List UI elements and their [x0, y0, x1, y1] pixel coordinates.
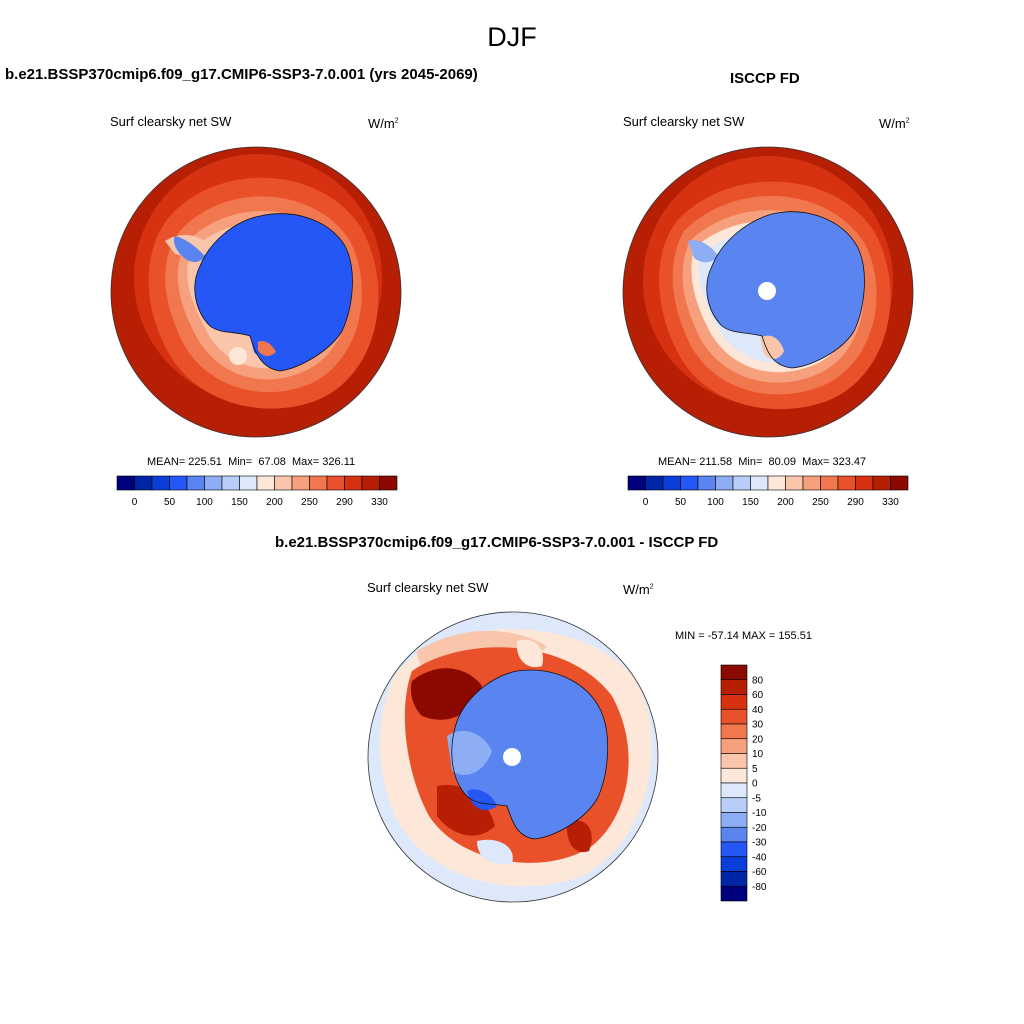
- diff-colorbar-tick-label: 0: [752, 779, 758, 790]
- diff-colorbar-swatch: [720, 826, 748, 843]
- obs-colorbar-swatch: [802, 475, 821, 491]
- model-variable-label: Surf clearsky net SW: [110, 114, 232, 129]
- diff-variable-label: Surf clearsky net SW: [367, 580, 489, 595]
- diff-colorbar-swatch: [720, 753, 748, 769]
- model-colorbar-swatch: [344, 475, 363, 491]
- diff-colorbar-swatch: [720, 797, 748, 813]
- diff-colorbar-tick-label: -80: [752, 882, 767, 893]
- model-units-label: W/m2: [368, 116, 399, 131]
- model-colorbar-swatch: [309, 475, 328, 491]
- diff-colorbar-tick-label: -40: [752, 852, 767, 863]
- model-stats: MEAN= 225.51 Min= 67.08 Max= 326.11: [147, 456, 356, 468]
- diff-colorbar-swatch: [720, 679, 748, 695]
- obs-variable-label: Surf clearsky net SW: [623, 114, 745, 129]
- model-colorbar-tick-label: 200: [266, 497, 283, 508]
- diff-colorbar-tick-label: -20: [752, 823, 767, 834]
- diff-colorbar-tick-label: -60: [752, 867, 767, 878]
- diff-colorbar-swatch: [720, 708, 748, 725]
- model-colorbar-swatch: [326, 475, 345, 491]
- obs-colorbar-tick-label: 250: [812, 497, 829, 508]
- model-panel-title: b.e21.BSSP370cmip6.f09_g17.CMIP6-SSP3-7.…: [5, 66, 478, 83]
- model-colorbar-swatch: [291, 475, 310, 491]
- diff-colorbar-swatch: [720, 812, 748, 828]
- model-colorbar-swatch: [134, 475, 153, 491]
- obs-colorbar-tick-label: 100: [707, 497, 724, 508]
- obs-units-label: W/m2: [879, 116, 910, 131]
- obs-colorbar-swatch: [732, 475, 751, 491]
- diff-colorbar-tick-label: 80: [752, 675, 764, 686]
- obs-colorbar-swatch: [890, 475, 909, 491]
- model-colorbar: 0 50 100 150 200 250 290 330: [116, 475, 398, 508]
- diff-colorbar-tick-label: 30: [752, 720, 764, 731]
- model-colorbar-swatch: [239, 475, 258, 491]
- obs-colorbar: 0 50 100 150 200 250 290 330: [627, 475, 909, 508]
- model-colorbar-tick-label: 330: [371, 497, 388, 508]
- diff-colorbar-swatch: [720, 767, 748, 784]
- model-colorbar-tick-label: 50: [164, 497, 176, 508]
- model-colorbar-swatch: [151, 475, 170, 491]
- obs-colorbar-tick-label: 50: [675, 497, 687, 508]
- obs-colorbar-swatch: [662, 475, 681, 491]
- obs-colorbar-swatch: [750, 475, 769, 491]
- model-colorbar-swatch: [274, 475, 293, 491]
- model-colorbar-tick-label: 150: [231, 497, 248, 508]
- diff-minmax: MIN = -57.14 MAX = 155.51: [675, 630, 812, 642]
- diff-colorbar-tick-label: -10: [752, 808, 767, 819]
- model-colorbar-tick-label: 250: [301, 497, 318, 508]
- diff-colorbar-swatch: [720, 664, 748, 681]
- model-colorbar-swatch: [361, 475, 380, 491]
- obs-colorbar-tick-label: 290: [847, 497, 864, 508]
- model-colorbar-swatch: [256, 475, 275, 491]
- model-colorbar-swatch: [379, 475, 398, 491]
- diff-colorbar-swatch: [720, 694, 748, 710]
- diff-colorbar-swatch: [720, 723, 748, 740]
- obs-polar-map: [622, 146, 914, 438]
- model-colorbar-tick-label: 0: [132, 497, 138, 508]
- obs-colorbar-swatch: [767, 475, 786, 491]
- model-colorbar-swatch: [169, 475, 188, 491]
- obs-colorbar-swatch: [785, 475, 804, 491]
- diff-colorbar-swatch: [720, 856, 748, 872]
- diff-colorbar-tick-label: 5: [752, 764, 758, 775]
- obs-colorbar-swatch: [715, 475, 734, 491]
- diff-colorbar-swatch: [720, 738, 748, 754]
- diff-colorbar-swatch: [720, 782, 748, 799]
- obs-colorbar-tick-label: 150: [742, 497, 759, 508]
- diff-units-label: W/m2: [623, 582, 654, 597]
- obs-colorbar-swatch: [697, 475, 716, 491]
- model-colorbar-tick-label: 290: [336, 497, 353, 508]
- diff-colorbar-swatch: [720, 841, 748, 858]
- obs-colorbar-swatch: [645, 475, 664, 491]
- obs-colorbar-swatch: [820, 475, 839, 491]
- obs-colorbar-swatch: [837, 475, 856, 491]
- diff-polar-map: [367, 611, 659, 903]
- diff-colorbar-tick-label: 40: [752, 705, 764, 716]
- obs-colorbar-swatch: [627, 475, 646, 491]
- obs-panel-title: ISCCP FD: [730, 70, 800, 87]
- diff-colorbar-tick-label: 10: [752, 749, 764, 760]
- obs-colorbar-swatch: [680, 475, 699, 491]
- model-colorbar-swatch: [221, 475, 240, 491]
- obs-colorbar-tick-label: 330: [882, 497, 899, 508]
- diff-colorbar-tick-label: 20: [752, 734, 764, 745]
- obs-colorbar-swatch: [855, 475, 874, 491]
- diff-colorbar-tick-label: -30: [752, 838, 767, 849]
- obs-colorbar-swatch: [872, 475, 891, 491]
- diff-colorbar-swatch: [720, 871, 748, 887]
- season-title: DJF: [487, 22, 537, 52]
- model-colorbar-tick-label: 100: [196, 497, 213, 508]
- diff-colorbar-tick-label: -5: [752, 793, 761, 804]
- model-colorbar-swatch: [116, 475, 135, 491]
- model-polar-map: [110, 146, 402, 438]
- model-colorbar-swatch: [204, 475, 223, 491]
- obs-colorbar-tick-label: 0: [643, 497, 649, 508]
- diff-colorbar-tick-label: 60: [752, 690, 764, 701]
- diff-colorbar-swatch: [720, 885, 748, 902]
- model-colorbar-swatch: [186, 475, 205, 491]
- diff-colorbar: 80 60 40 30 20 10 5 0 -5 -10 -20 -30 -40 -60 -80: [720, 664, 767, 902]
- obs-stats: MEAN= 211.58 Min= 80.09 Max= 323.47: [658, 456, 867, 468]
- obs-colorbar-tick-label: 200: [777, 497, 794, 508]
- diff-panel-title: b.e21.BSSP370cmip6.f09_g17.CMIP6-SSP3-7.…: [275, 534, 719, 551]
